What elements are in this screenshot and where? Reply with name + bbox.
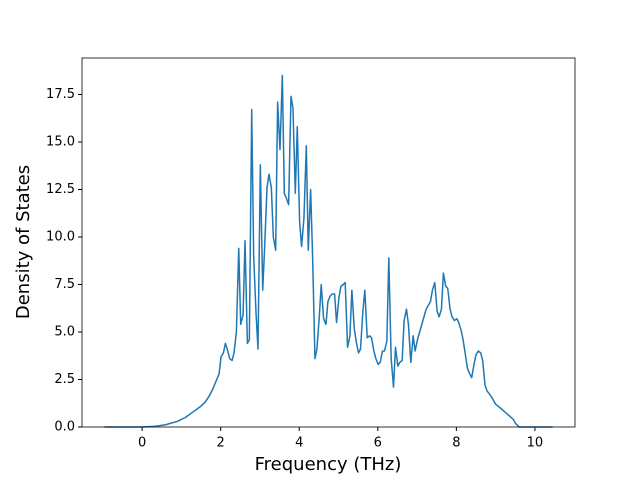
- y-tick-label: 7.5: [54, 277, 75, 292]
- y-tick-label: 2.5: [54, 372, 75, 387]
- x-tick-label: 2: [217, 436, 225, 451]
- plot-frame: [81, 57, 576, 428]
- y-tick-label: 17.5: [46, 87, 75, 102]
- y-tick-label: 15.0: [46, 134, 75, 149]
- x-axis-label: Frequency (THz): [255, 454, 402, 475]
- x-tick-label: 4: [295, 436, 303, 451]
- y-tick-label: 10.0: [46, 229, 75, 244]
- x-tick-label: 10: [527, 436, 544, 451]
- y-tick-label: 5.0: [54, 324, 75, 339]
- y-tick-label: 0.0: [54, 420, 75, 435]
- y-tick-label: 12.5: [46, 182, 75, 197]
- y-axis-label: Density of States: [13, 165, 34, 319]
- x-tick-label: 0: [138, 436, 146, 451]
- x-tick-label: 8: [452, 436, 460, 451]
- x-tick-label: 6: [374, 436, 382, 451]
- line: [104, 74, 553, 428]
